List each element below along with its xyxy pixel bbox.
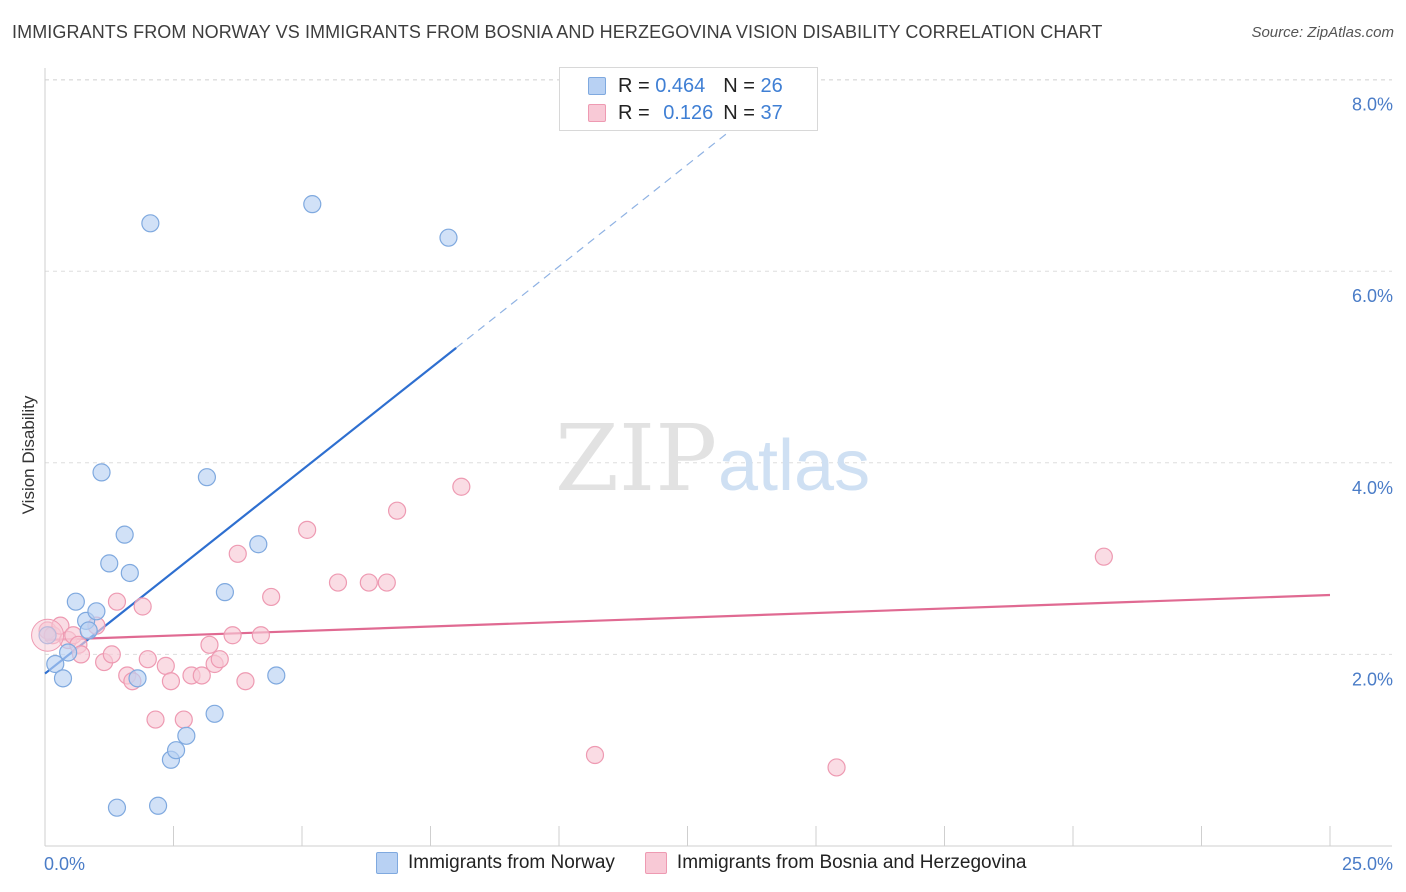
y-tick-label: 2.0%: [1352, 669, 1393, 689]
norway-point: [205, 704, 224, 723]
x-tick-label: 0.0%: [44, 854, 85, 874]
norway-point: [107, 798, 127, 817]
norway-swatch: [588, 77, 606, 95]
norway-point: [249, 535, 268, 554]
bosnia-point: [107, 592, 127, 611]
norway-legend-swatch: [376, 852, 398, 874]
series-legend: Immigrants from Norway Immigrants from B…: [376, 852, 1056, 874]
bosnia-point: [133, 597, 152, 616]
norway-point: [59, 643, 78, 662]
bosnia-point: [359, 573, 378, 592]
norway-point: [115, 525, 134, 544]
bosnia-point: [192, 666, 211, 685]
legend-row-norway: R = 0.464 N = 26: [588, 74, 783, 98]
legend-item-bosnia[interactable]: Immigrants from Bosnia and Herzegovina: [644, 852, 1027, 874]
chart-title: IMMIGRANTS FROM NORWAY VS IMMIGRANTS FRO…: [12, 22, 1103, 42]
norway-point: [120, 563, 139, 583]
watermark: ZIP atlas: [555, 405, 870, 512]
bosnia-legend-swatch: [644, 852, 667, 874]
legend-item-norway[interactable]: Immigrants from Norway: [376, 852, 615, 874]
legend-n-label: N =: [723, 101, 755, 124]
y-tick-label: 4.0%: [1352, 478, 1393, 498]
trend-lines: [44, 123, 1331, 675]
legend-r-value: 0.126: [663, 101, 714, 124]
stats-legend: R = 0.464 N = 26 R = 0.126 N = 37: [559, 67, 818, 131]
bosnia-point: [156, 656, 175, 675]
norway-point: [53, 669, 73, 688]
legend-n-value: 26: [760, 74, 783, 97]
bosnia-point: [585, 745, 605, 765]
bosnia-point: [102, 645, 121, 664]
norway-point: [92, 463, 111, 482]
bosnia-point: [387, 501, 407, 520]
bosnia-point: [827, 758, 846, 777]
norway-point: [215, 583, 234, 602]
bosnia-cluster-point: [31, 618, 65, 652]
norway-point: [141, 214, 160, 233]
y-tick-label: 6.0%: [1352, 286, 1393, 306]
norway-point: [87, 602, 106, 621]
x-tick-label: 25.0%: [1342, 854, 1393, 874]
norway-point: [177, 726, 196, 745]
norway-trend-extension: [455, 123, 740, 349]
norway-point: [439, 228, 458, 247]
bosnia-point: [452, 477, 471, 496]
norway-point: [46, 654, 65, 674]
watermark-zip: ZIP: [555, 405, 717, 512]
norway-point: [128, 669, 147, 688]
y-axis-label: Vision Disability: [19, 395, 38, 514]
norway-point: [303, 195, 322, 214]
norway-trend-line: [44, 346, 457, 675]
legend-item-label: Immigrants from Norway: [408, 852, 615, 873]
bosnia-point: [1094, 547, 1113, 566]
data-points: [31, 195, 1113, 817]
bosnia-point: [146, 710, 165, 729]
legend-item-label: Immigrants from Bosnia and Herzegovina: [676, 852, 1027, 873]
legend-n-value: 37: [760, 101, 783, 124]
bosnia-point: [377, 573, 396, 592]
bosnia-point: [298, 520, 317, 539]
norway-point: [79, 621, 98, 640]
bosnia-point: [223, 626, 242, 645]
bosnia-point: [228, 544, 247, 563]
bosnia-point: [251, 626, 270, 645]
bosnia-point: [174, 710, 193, 729]
bosnia-point: [262, 587, 281, 607]
norway-point: [148, 796, 168, 815]
bosnia-point: [328, 573, 348, 592]
legend-n-label: N =: [723, 74, 755, 97]
bosnia-point: [210, 650, 229, 669]
legend-r-value: 0.464: [655, 74, 706, 97]
bosnia-point: [200, 635, 219, 654]
bosnia-point: [138, 650, 157, 669]
y-tick-label: 8.0%: [1352, 95, 1393, 115]
norway-point: [66, 592, 85, 611]
legend-r-label: R =: [618, 101, 650, 124]
norway-point: [267, 666, 286, 685]
legend-r-label: R =: [618, 74, 650, 97]
norway-point: [197, 468, 217, 487]
grid-lines: [45, 79, 1392, 655]
watermark-atlas: atlas: [718, 426, 870, 506]
source-note: Source: ZipAtlas.com: [1251, 24, 1394, 41]
bosnia-swatch: [588, 104, 606, 122]
tick-labels: 2.0% 4.0% 6.0% 8.0% 0.0% 25.0%: [44, 95, 1393, 874]
bosnia-point: [161, 672, 181, 691]
legend-row-bosnia: R = 0.126 N = 37: [588, 101, 783, 125]
norway-point: [100, 554, 119, 573]
axes: [44, 68, 1392, 847]
bosnia-point: [236, 672, 255, 691]
norway-point: [166, 741, 186, 760]
